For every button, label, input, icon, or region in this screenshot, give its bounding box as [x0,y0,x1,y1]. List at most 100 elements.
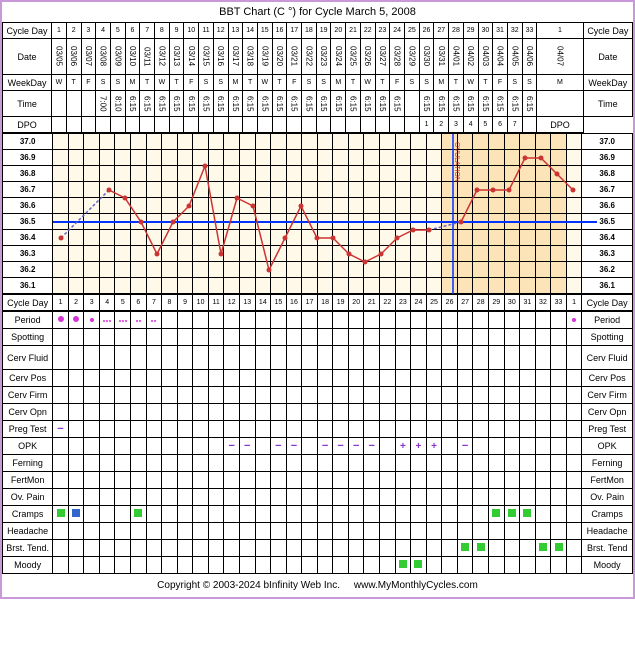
moody-cell [115,557,131,574]
label-weekday: WeekDay [3,75,52,91]
moody-cell [84,557,100,574]
temp-grid-cell [426,262,442,278]
temp-grid-cell [286,150,302,166]
cervFirm-cell [115,387,131,404]
temp-grid-cell [162,246,178,262]
weekday-cell: T [478,75,493,91]
period-cell [535,312,551,329]
brstTend-cell [255,540,271,557]
temp-grid-cell [551,214,567,230]
temp-grid-cell [84,214,100,230]
time-cell: 6:15 [507,91,522,117]
moody-cell [193,557,209,574]
temp-grid-cell [239,166,255,182]
weekday-cell: W [52,75,67,91]
temp-grid-cell [333,214,349,230]
temp-grid-cell [53,262,69,278]
temp-grid-cell [162,262,178,278]
temp-grid-cell [177,166,193,182]
temp-grid-cell [84,262,100,278]
temp-grid-cell [504,214,520,230]
fertMon-cell [333,472,349,489]
brstTend-cell [333,540,349,557]
brstTend-cell [131,540,147,557]
headache-cell [566,523,582,540]
date-cell: 03/31 [434,39,449,75]
cramps-cell [473,506,489,523]
moody-cell [224,557,240,574]
period-cell [99,312,115,329]
ferning-cell [286,455,302,472]
moody-cell [68,557,84,574]
opk-cell [162,438,178,455]
cervPos-cell [566,370,582,387]
fertMon-cell [302,472,318,489]
temp-grid-cell [68,150,84,166]
temp-grid-cell [115,150,131,166]
temp-grid-cell [566,166,582,182]
time-cell: 6:15 [522,91,537,117]
ferning-cell [239,455,255,472]
temp-grid-cell [208,214,224,230]
cycle-day-cell: 7 [140,23,155,39]
cervFluid-cell [99,346,115,370]
spotting-cell [426,329,442,346]
cervFluid-cell [162,346,178,370]
time-cell: 6:15 [449,91,464,117]
temp-label: 37.0 [3,134,53,150]
cycle-day-cell: 3 [84,295,100,311]
cervPos-cell [317,370,333,387]
temp-grid-cell [115,278,131,294]
temp-grid-cell [333,134,349,150]
cervFluid-cell [302,346,318,370]
temp-grid-cell [239,214,255,230]
label-headache-r: Headache [582,523,633,540]
temp-grid-cell [286,214,302,230]
moody-cell [286,557,302,574]
dpo-cell [302,117,317,133]
temp-grid-cell [115,166,131,182]
moody-cell [488,557,504,574]
dpo-cell [331,117,346,133]
weekday-cell: S [507,75,522,91]
cycle-day-cell: 9 [169,23,184,39]
cycle-day-cell: 24 [390,23,405,39]
weekday-cell: S [404,75,419,91]
weekday-cell: T [449,75,464,91]
fertMon-cell [364,472,380,489]
temp-grid-cell [115,134,131,150]
temp-grid-cell [395,214,411,230]
pregTest-cell [68,421,84,438]
opk-cell: − [271,438,287,455]
cramps-cell [504,506,520,523]
ferning-cell [520,455,536,472]
temp-grid-cell [224,262,240,278]
cervOpn-cell [193,404,209,421]
date-cell: 04/02 [463,39,478,75]
ovPain-cell [115,489,131,506]
cervOpn-cell [566,404,582,421]
temp-grid-cell [53,278,69,294]
temp-grid-cell [520,246,536,262]
ferning-cell [162,455,178,472]
cervOpn-cell [395,404,411,421]
cycle-day-cell: 12 [224,295,240,311]
cramps-cell [333,506,349,523]
ovPain-cell [84,489,100,506]
period-cell [162,312,178,329]
cramps-cell [457,506,473,523]
temp-grid-cell [302,246,318,262]
temp-grid-cell [348,150,364,166]
moody-cell [348,557,364,574]
footer-url: www.MyMonthlyCycles.com [354,580,478,591]
temp-label-r: 36.4 [582,230,633,246]
dpo-cell [81,117,96,133]
temp-label: 36.8 [3,166,53,182]
temp-grid-cell [193,182,209,198]
ferning-cell [146,455,162,472]
label-brstTend: Brst. Tend. [3,540,53,557]
ovPain-cell [53,489,69,506]
brstTend-cell [488,540,504,557]
opk-cell: + [426,438,442,455]
dpo-cell [199,117,214,133]
